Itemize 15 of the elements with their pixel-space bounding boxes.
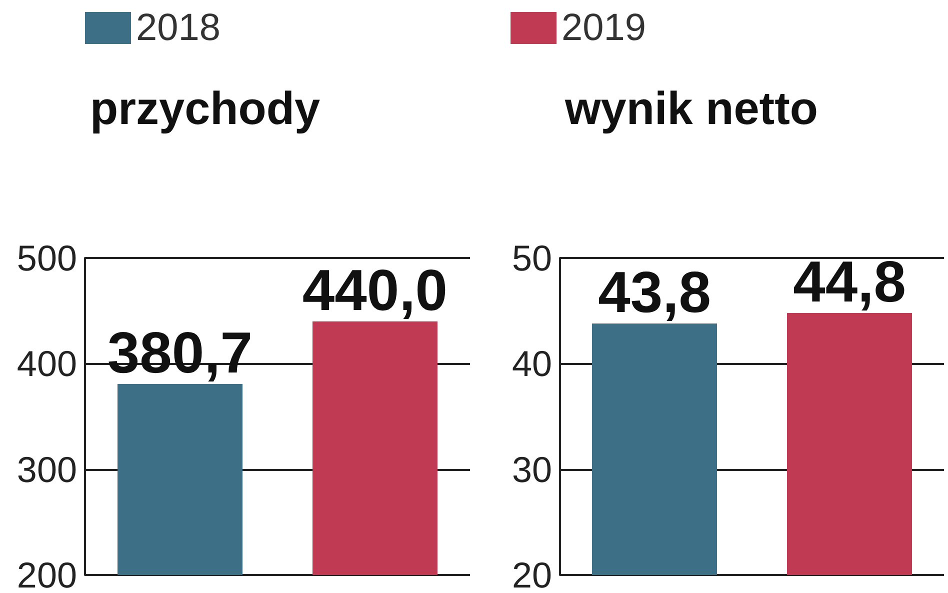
data-label: 44,8 [793,249,906,314]
y-tick-label: 300 [16,448,77,490]
legend-label: 2018 [136,7,221,49]
y-tick-label: 30 [512,448,552,490]
y-tick-label: 20 [512,554,552,593]
data-label: 43,8 [598,260,711,326]
chart-title: wynik netto [564,82,818,134]
y-tick-label: 50 [512,238,552,278]
data-label: 440,0 [302,258,448,323]
legend-label: 2019 [562,7,646,49]
y-tick-label: 200 [16,554,77,593]
y-tick-label: 500 [16,238,77,278]
y-tick-label: 400 [16,343,77,384]
y-tick-label: 40 [512,343,552,384]
chart-title: przychody [90,82,320,134]
